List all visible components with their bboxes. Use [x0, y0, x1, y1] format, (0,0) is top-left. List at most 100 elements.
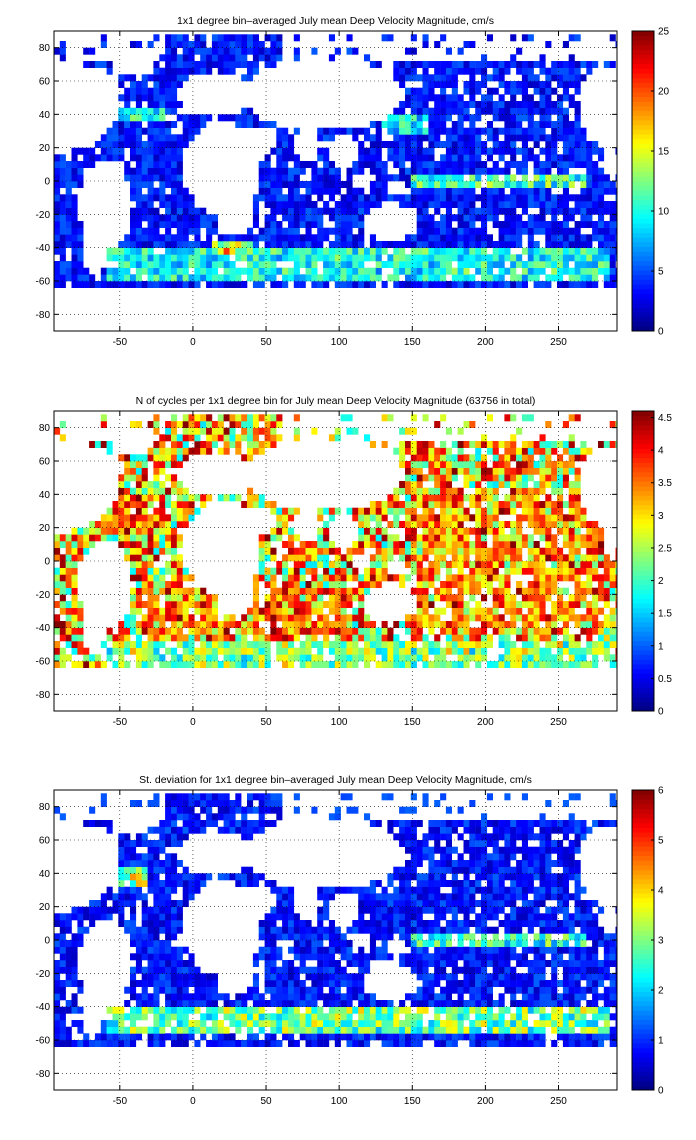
- heatmap-cell: [434, 254, 441, 262]
- heatmap-cell: [282, 267, 289, 275]
- heatmap-cell: [539, 94, 546, 102]
- heatmap-cell: [59, 267, 66, 275]
- colorbar-swatch: [632, 256, 654, 262]
- heatmap-cell: [498, 194, 505, 202]
- heatmap-cell: [574, 201, 581, 208]
- heatmap-cell: [100, 661, 107, 668]
- heatmap-cell: [153, 527, 160, 535]
- heatmap-cell: [59, 181, 66, 188]
- heatmap-cell: [135, 893, 142, 901]
- heatmap-cell: [545, 547, 552, 555]
- heatmap-cell: [557, 94, 564, 102]
- heatmap-cell: [176, 601, 183, 608]
- heatmap-cell: [551, 227, 558, 235]
- heatmap-cell: [574, 207, 581, 215]
- heatmap-cell: [276, 154, 283, 162]
- heatmap-cell: [498, 141, 505, 148]
- heatmap-cell: [445, 467, 452, 475]
- heatmap-cell: [469, 207, 476, 215]
- heatmap-cell: [153, 587, 160, 595]
- heatmap-cell: [405, 467, 412, 475]
- heatmap-cell: [603, 241, 610, 248]
- heatmap-cell: [405, 507, 412, 515]
- heatmap-cell: [562, 154, 569, 162]
- colorbar-swatch: [632, 241, 654, 248]
- heatmap-cell: [504, 601, 511, 608]
- heatmap-cell: [405, 554, 412, 562]
- heatmap-cell: [399, 61, 406, 68]
- heatmap-cell: [445, 147, 452, 155]
- heatmap-cell: [369, 541, 376, 548]
- heatmap-cell: [521, 661, 528, 668]
- heatmap-cell: [445, 101, 452, 108]
- heatmap-cell: [217, 414, 224, 422]
- colorbar-swatch: [632, 523, 654, 529]
- heatmap-cell: [393, 641, 400, 648]
- heatmap-cell: [141, 627, 148, 635]
- heatmap-cell: [510, 534, 517, 542]
- heatmap-cell: [445, 141, 452, 148]
- heatmap-cell: [258, 627, 265, 635]
- heatmap-cell: [562, 194, 569, 202]
- heatmap-cell: [521, 127, 528, 135]
- heatmap-cell: [130, 241, 137, 248]
- heatmap-cell: [153, 474, 160, 482]
- heatmap-cell: [527, 587, 534, 595]
- heatmap-cell: [551, 207, 558, 215]
- heatmap-cell: [323, 567, 330, 575]
- heatmap-cell: [194, 587, 201, 595]
- heatmap-cell: [533, 107, 540, 115]
- heatmap-cell: [317, 574, 324, 582]
- heatmap-cell: [545, 554, 552, 562]
- heatmap-cell: [112, 1013, 119, 1021]
- heatmap-cell: [141, 214, 148, 222]
- heatmap-cell: [328, 661, 335, 668]
- heatmap-cell: [130, 74, 137, 82]
- heatmap-cell: [299, 647, 306, 655]
- heatmap-cell: [481, 187, 488, 195]
- heatmap-cell: [176, 114, 183, 122]
- heatmap-cell: [264, 421, 271, 428]
- heatmap-cell: [557, 594, 564, 602]
- heatmap-cell: [440, 487, 447, 495]
- heatmap-cell: [516, 274, 523, 282]
- heatmap-cell: [270, 267, 277, 275]
- heatmap-cell: [486, 661, 493, 668]
- heatmap-cell: [445, 174, 452, 182]
- heatmap-cell: [463, 207, 470, 215]
- heatmap-cell: [463, 254, 470, 262]
- colorbar-swatch: [632, 434, 654, 440]
- heatmap-cell: [416, 61, 423, 68]
- colorbar-swatch: [632, 316, 654, 323]
- heatmap-cell: [77, 614, 84, 622]
- heatmap-cell: [89, 920, 96, 927]
- x-tick-label: 50: [260, 337, 272, 348]
- heatmap-cell: [299, 261, 306, 268]
- heatmap-cell: [159, 634, 166, 642]
- heatmap-cell: [71, 1000, 78, 1007]
- heatmap-cell: [440, 621, 447, 628]
- heatmap-cell: [311, 207, 318, 215]
- heatmap-cell: [270, 581, 277, 588]
- heatmap-cell: [428, 581, 435, 588]
- heatmap-cell: [54, 1026, 61, 1034]
- heatmap-cell: [165, 514, 172, 522]
- heatmap-cell: [399, 161, 406, 168]
- heatmap-cell: [422, 521, 429, 528]
- heatmap-cell: [241, 654, 248, 662]
- heatmap-cell: [235, 434, 242, 442]
- heatmap-cell: [118, 641, 125, 648]
- heatmap-cell: [118, 1040, 125, 1047]
- heatmap-cell: [580, 521, 587, 528]
- heatmap-cell: [211, 221, 218, 228]
- heatmap-cell: [159, 181, 166, 188]
- heatmap-cell: [89, 806, 96, 814]
- heatmap-cell: [574, 501, 581, 508]
- heatmap-cell: [445, 181, 452, 188]
- heatmap-cell: [334, 601, 341, 608]
- heatmap-cell: [317, 281, 324, 288]
- heatmap-cell: [410, 101, 417, 108]
- colorbar-tick-label: 0: [658, 327, 664, 338]
- heatmap-cell: [440, 174, 447, 182]
- heatmap-cell: [159, 614, 166, 622]
